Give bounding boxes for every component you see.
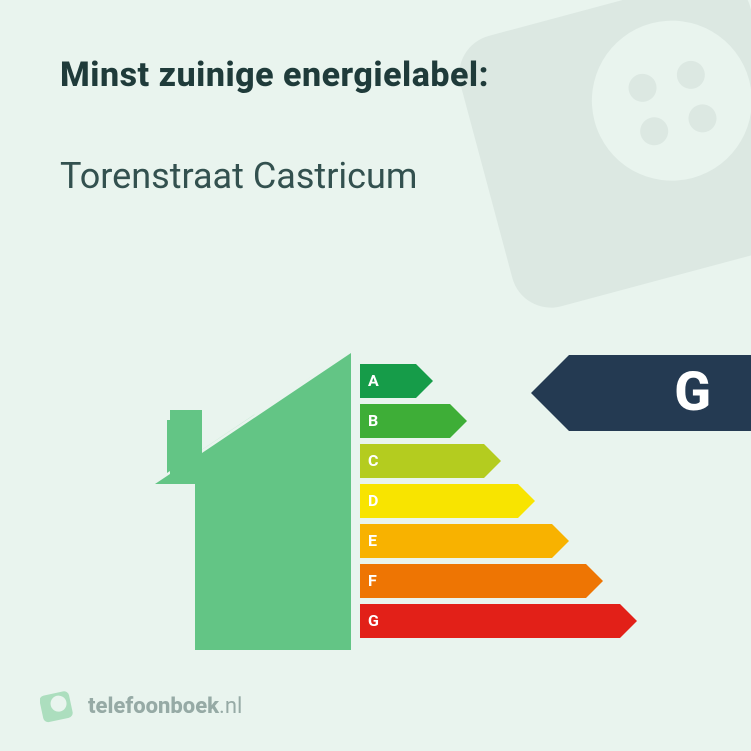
energy-bar-label: E (368, 524, 377, 558)
energy-bar-label: F (368, 564, 377, 598)
result-letter: G (674, 355, 711, 431)
energy-bar-label: G (368, 604, 379, 638)
footer-brand-name: telefoonboek (88, 694, 219, 719)
result-badge: G (531, 355, 751, 431)
energy-bar-label: B (368, 404, 378, 438)
footer-brand-tld: .nl (219, 694, 242, 719)
energy-bar-label: A (368, 364, 379, 398)
page-title: Minst zuinige energielabel: (60, 55, 691, 95)
energy-bar-label: D (368, 484, 378, 518)
footer-text: telefoonboek.nl (88, 694, 242, 719)
house-icon (155, 350, 355, 652)
phonebook-logo-icon (40, 689, 74, 723)
footer-brand: telefoonboek.nl (40, 689, 242, 723)
energy-bar-label: C (368, 444, 378, 478)
page-subtitle: Torenstraat Castricum (60, 155, 691, 197)
